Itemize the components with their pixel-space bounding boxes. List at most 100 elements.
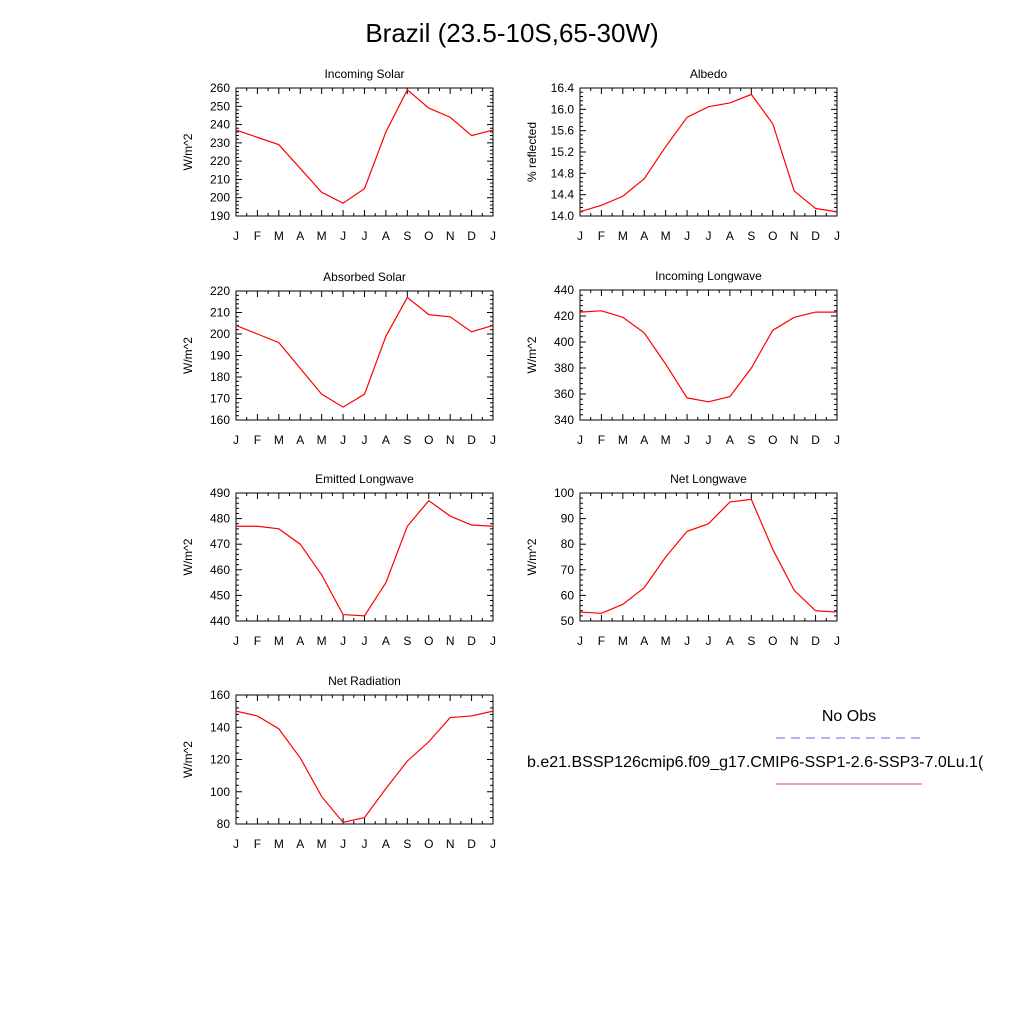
x-tick-label: M [661,634,671,648]
y-tick-label: 60 [561,588,575,602]
y-axis-label: W/m^2 [525,336,539,373]
y-tick-label: 360 [554,387,574,401]
x-tick-label: J [684,433,690,447]
y-tick-label: 200 [210,327,230,341]
x-tick-label: J [233,433,239,447]
legend-model-label: b.e21.BSSP126cmip6.f09_g17.CMIP6-SSP1-2.… [527,754,984,771]
x-tick-label: J [340,229,346,243]
x-tick-label: J [362,433,368,447]
x-tick-label: D [467,229,476,243]
y-tick-label: 100 [210,785,230,799]
x-tick-label: J [362,229,368,243]
x-tick-label: M [618,634,628,648]
x-tick-label: J [684,229,690,243]
x-tick-label: S [747,433,755,447]
y-tick-label: 420 [554,309,574,323]
x-tick-label: J [340,433,346,447]
x-tick-label: A [726,229,734,243]
y-axis-label: W/m^2 [181,133,195,170]
x-tick-label: S [747,229,755,243]
x-tick-label: M [317,433,327,447]
x-tick-label: S [403,634,411,648]
x-tick-label: D [811,634,820,648]
y-axis-label: W/m^2 [525,538,539,575]
x-tick-label: N [446,229,455,243]
plot-frame [235,492,494,622]
y-tick-label: 70 [561,563,575,577]
y-tick-label: 50 [561,614,575,628]
panel-title: Incoming Longwave [655,269,762,283]
x-tick-label: A [296,634,304,648]
x-tick-label: O [424,433,433,447]
x-tick-label: M [274,433,284,447]
x-tick-label: F [254,433,261,447]
panel-title: Emitted Longwave [315,472,414,486]
x-tick-label: D [811,229,820,243]
y-tick-label: 15.6 [551,124,575,138]
x-tick-label: J [362,837,368,851]
x-tick-label: M [317,229,327,243]
x-tick-label: J [340,634,346,648]
x-tick-label: N [446,433,455,447]
y-tick-label: 340 [554,413,574,427]
x-tick-label: A [726,634,734,648]
series-line-incoming-longwave [579,310,837,403]
x-tick-label: F [254,229,261,243]
y-tick-label: 120 [210,753,230,767]
x-tick-label: A [382,837,390,851]
x-tick-label: A [296,229,304,243]
x-tick-label: F [598,229,605,243]
x-tick-label: D [811,433,820,447]
plot-frame [579,289,838,421]
x-tick-label: N [446,634,455,648]
x-tick-label: A [640,634,648,648]
x-tick-label: O [424,229,433,243]
y-tick-label: 380 [554,361,574,375]
y-tick-label: 16.4 [551,81,575,95]
x-tick-label: M [661,229,671,243]
y-tick-label: 210 [210,172,230,186]
y-tick-label: 80 [217,817,231,831]
x-tick-label: M [317,634,327,648]
y-axis-label: W/m^2 [181,337,195,374]
y-tick-label: 210 [210,306,230,320]
x-tick-label: M [274,634,284,648]
x-tick-label: J [233,837,239,851]
x-tick-label: O [424,837,433,851]
x-tick-label: M [274,837,284,851]
y-tick-label: 230 [210,136,230,150]
x-tick-label: J [577,634,583,648]
series-line-incoming-solar [235,88,494,204]
x-tick-label: M [618,229,628,243]
x-tick-label: J [706,433,712,447]
x-tick-label: O [768,433,777,447]
x-tick-label: D [467,634,476,648]
x-tick-label: N [790,229,799,243]
x-tick-label: F [254,837,261,851]
y-tick-label: 170 [210,392,230,406]
plot-frame [235,87,494,217]
panel-title: Albedo [690,67,728,81]
x-tick-label: A [296,837,304,851]
y-tick-label: 440 [554,283,574,297]
legend-obs-label: No Obs [822,708,876,725]
y-axis-label: % reflected [525,122,539,182]
x-tick-label: A [640,229,648,243]
panel-title: Incoming Solar [324,67,404,81]
y-tick-label: 14.0 [551,209,575,223]
series-line-net-longwave [579,498,838,614]
y-tick-label: 450 [210,588,230,602]
x-tick-label: J [233,229,239,243]
y-tick-label: 80 [561,537,575,551]
series-line-albedo [579,93,838,213]
x-tick-label: F [254,634,261,648]
y-tick-label: 90 [561,512,575,526]
x-tick-label: J [490,433,496,447]
legend: No Obs b.e21.BSSP126cmip6.f09_g17.CMIP6-… [527,708,984,785]
